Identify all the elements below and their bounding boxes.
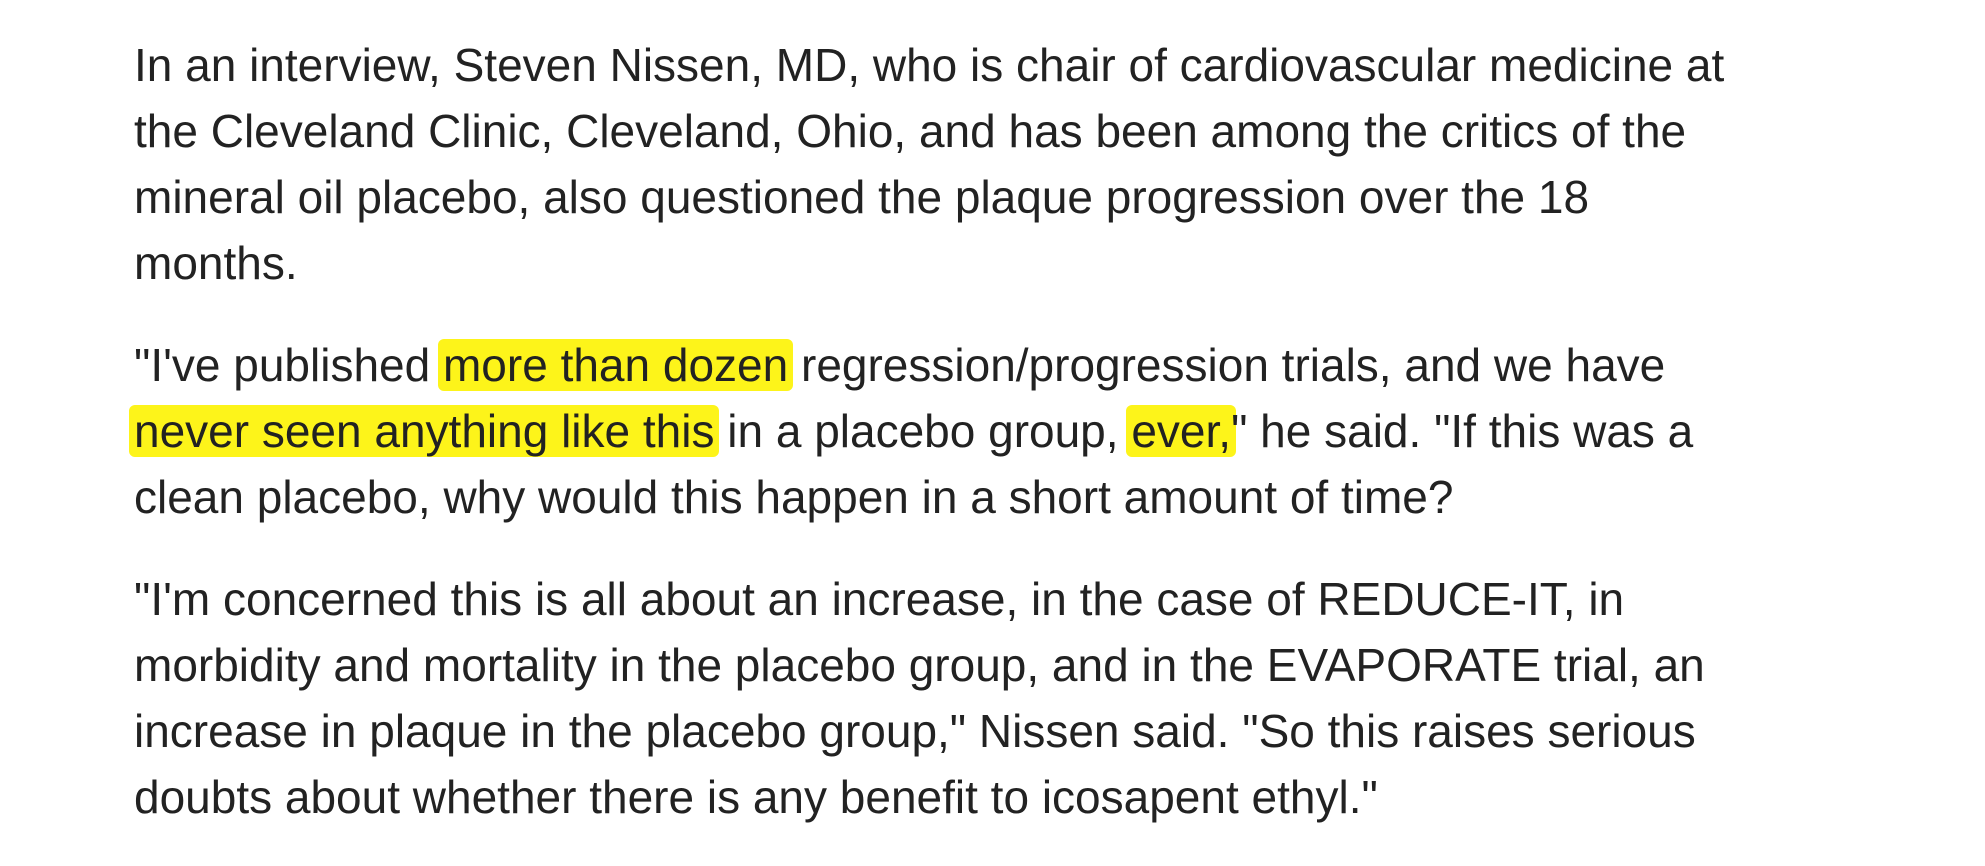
paragraph-line: never seen anything like this in a place… (129, 398, 1894, 464)
highlighted-text: never seen anything like this (129, 405, 720, 457)
article-body: In an interview, Steven Nissen, MD, who … (129, 32, 1894, 866)
paragraph-line: "I'm concerned this is all about an incr… (134, 573, 1625, 625)
paragraph-line: morbidity and mortality in the placebo g… (134, 639, 1705, 691)
paragraph-concern-quote: "I'm concerned this is all about an incr… (134, 566, 1894, 830)
text-segment: regression/progression trials, and we ha… (788, 339, 1666, 391)
paragraph-line: In an interview, Steven Nissen, MD, who … (134, 39, 1725, 91)
text-segment: in a placebo group, (714, 405, 1132, 457)
paragraph-line: the Cleveland Clinic, Cleveland, Ohio, a… (134, 105, 1687, 157)
paragraph-line: clean placebo, why would this happen in … (134, 471, 1454, 523)
paragraph-nissen-quote: "I've published more than dozen regressi… (129, 332, 1894, 530)
text-segment: "I've published (134, 339, 443, 391)
text-segment: " he said. "If this was a (1231, 405, 1694, 457)
highlighted-text: more than dozen (437, 339, 794, 391)
paragraph-interview-intro: In an interview, Steven Nissen, MD, who … (134, 32, 1894, 296)
paragraph-line: doubts about whether there is any benefi… (134, 771, 1378, 823)
paragraph-line: mineral oil placebo, also questioned the… (134, 171, 1590, 223)
paragraph-line: "I've published more than dozen regressi… (134, 332, 1894, 398)
highlighted-text: ever, (1126, 405, 1237, 457)
paragraph-line: increase in plaque in the placebo group,… (134, 705, 1696, 757)
paragraph-line: months. (134, 237, 298, 289)
